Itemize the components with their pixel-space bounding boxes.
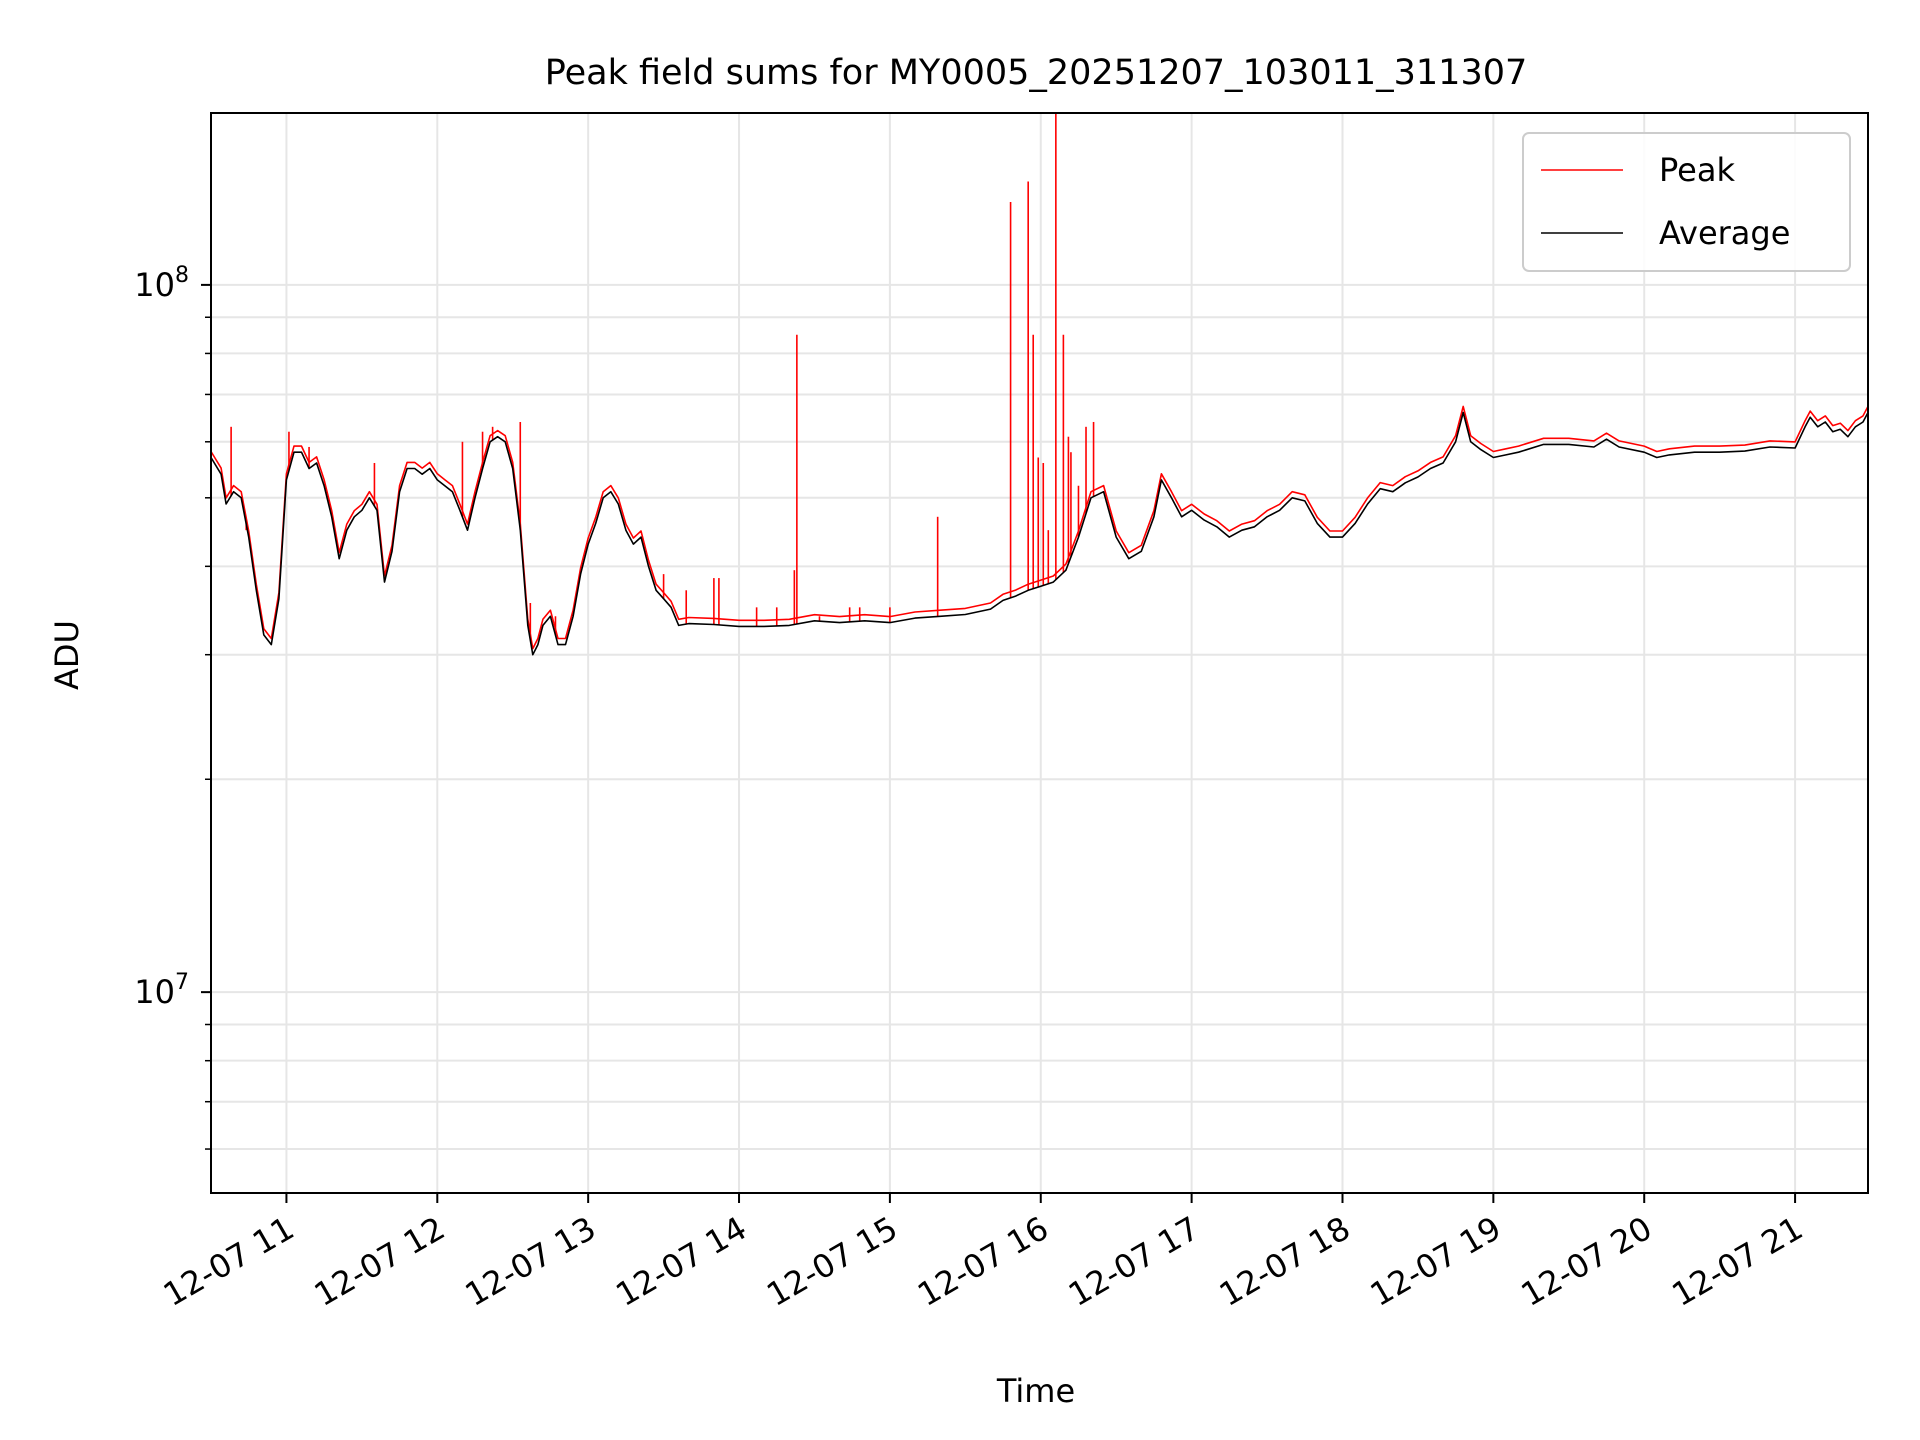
grid <box>211 113 1868 1193</box>
plot-lines <box>210 113 1869 656</box>
legend-label-peak: Peak <box>1659 151 1735 189</box>
plot-frame <box>210 112 1869 1194</box>
y-tick-label: 107 <box>134 970 189 1011</box>
legend-box <box>1522 132 1851 272</box>
chart-title: Peak field sums for MY0005_20251207_1030… <box>545 53 1528 93</box>
legend-label-average: Average <box>1659 214 1790 252</box>
y-axis-label: ADU <box>48 620 86 690</box>
legend: Peak Average <box>1522 132 1851 272</box>
y-tick-label: 108 <box>134 263 189 304</box>
average-line <box>210 411 1869 656</box>
x-axis-label: Time <box>996 1372 1075 1410</box>
peak-line <box>210 405 1869 650</box>
